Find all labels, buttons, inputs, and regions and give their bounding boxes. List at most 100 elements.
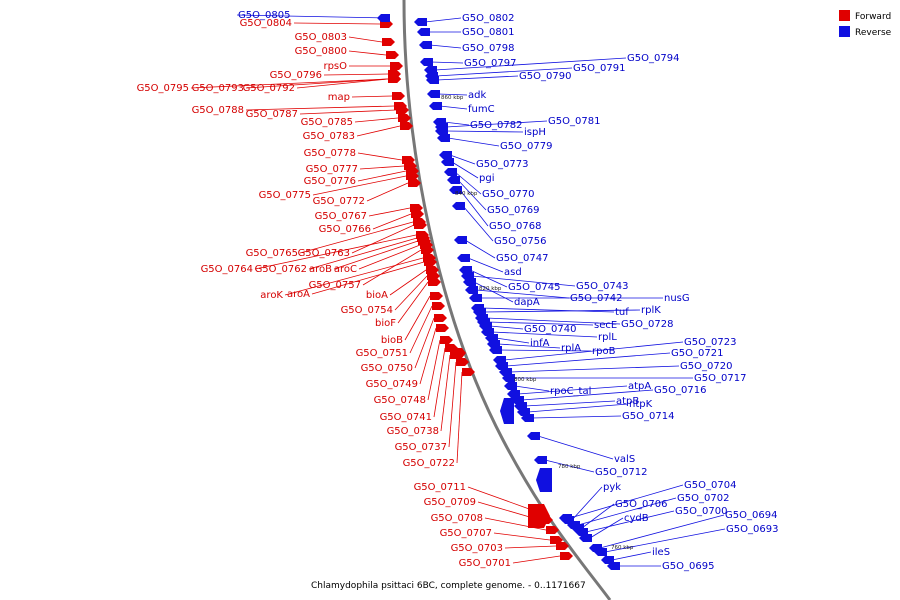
reverse-gene-label: G5O_0768 xyxy=(489,221,541,232)
legend: Forward Reverse xyxy=(839,10,892,38)
reverse-connector-line xyxy=(611,551,652,561)
forward-gene-arrow xyxy=(406,172,419,180)
forward-connector-line xyxy=(351,224,415,254)
forward-gene-label: G5O_0757 xyxy=(309,280,361,291)
reverse-gene-label: G5O_0743 xyxy=(576,281,628,292)
reverse-gene-label: rplA xyxy=(561,343,581,354)
forward-connector-line xyxy=(467,486,533,511)
reverse-connector-line xyxy=(449,154,476,165)
forward-gene-label: G5O_0778 xyxy=(304,148,356,159)
reverse-gene-arrow xyxy=(469,294,482,302)
forward-connector-line xyxy=(397,281,429,324)
legend-reverse-swatch xyxy=(839,26,850,37)
forward-gene-arrow xyxy=(396,106,409,114)
forward-connector-line xyxy=(299,221,414,254)
reverse-connector-line xyxy=(435,67,573,77)
reverse-gene-arrow xyxy=(435,127,448,135)
forward-gene-label: map xyxy=(328,92,350,103)
reverse-gene-arrow xyxy=(601,556,614,564)
tick-label: 760 kbp xyxy=(611,545,634,551)
reverse-connector-line xyxy=(467,257,504,273)
reverse-connector-line xyxy=(524,400,616,407)
forward-gene-arrow xyxy=(390,62,403,70)
reverse-gene-label: G5O_0794 xyxy=(627,53,679,64)
reverse-gene-arrow xyxy=(579,534,592,542)
reverse-gene-arrow xyxy=(426,76,439,84)
forward-gene-label: G5O_0775 xyxy=(259,190,311,201)
tick-label: 780 kbp xyxy=(558,464,581,470)
forward-connector-line xyxy=(409,305,433,354)
reverse-connector-line xyxy=(581,503,615,529)
forward-gene-label: G5O_0772 xyxy=(313,196,365,207)
forward-gene-label: G5O_0763 xyxy=(298,248,350,259)
forward-gene-arrow xyxy=(452,348,466,358)
reverse-connector-line xyxy=(469,269,508,288)
forward-connector-line xyxy=(293,22,381,25)
forward-connector-line xyxy=(419,327,437,385)
reverse-gene-label: tuf xyxy=(615,307,629,318)
forward-gene-arrow xyxy=(398,114,411,122)
reverse-connector-line xyxy=(527,403,629,413)
reverse-gene-arrow xyxy=(414,18,427,26)
forward-gene-label: G5O_0711 xyxy=(414,482,466,493)
forward-gene-label: G5O_0764 xyxy=(201,264,253,275)
reverse-connector-line xyxy=(569,484,684,519)
map-caption: Chlamydophila psittaci 6BC, complete gen… xyxy=(311,581,586,591)
forward-gene-label: G5O_0766 xyxy=(319,224,371,235)
forward-connector-line xyxy=(404,295,431,341)
forward-connector-line xyxy=(359,165,405,170)
forward-gene-label: G5O_0754 xyxy=(341,305,393,316)
reverse-connector-line xyxy=(451,161,479,179)
forward-connector-line xyxy=(512,555,561,564)
reverse-connector-line xyxy=(445,130,524,133)
reverse-connector-line xyxy=(236,14,389,19)
reverse-connector-line xyxy=(436,75,519,81)
reverse-gene-arrow xyxy=(444,168,457,176)
reverse-gene-glyphs xyxy=(377,14,620,570)
reverse-gene-label: G5O_0716 xyxy=(654,385,706,396)
reverse-gene-label: G5O_0720 xyxy=(680,361,732,372)
reverse-gene-label: pgi xyxy=(479,173,494,184)
tick-label: 840 kbp xyxy=(455,191,478,197)
forward-gene-label: G5O_0803 xyxy=(295,32,347,43)
reverse-connector-line xyxy=(473,281,514,303)
reverse-gene-label: G5O_0773 xyxy=(476,159,528,170)
reverse-connector-line xyxy=(464,239,496,259)
forward-gene-label: G5O_0800 xyxy=(295,46,347,57)
reverse-gene-arrow xyxy=(607,562,620,570)
reverse-connector-line xyxy=(437,93,468,96)
forward-connector-line xyxy=(254,234,417,270)
reverse-gene-label: G5O_0721 xyxy=(671,348,723,359)
reverse-connector-line xyxy=(604,528,726,553)
reverse-gene-label: cydB xyxy=(624,513,649,524)
forward-gene-arrow xyxy=(408,179,421,187)
reverse-gene-label: atpA xyxy=(628,381,651,392)
reverse-gene-label: G5O_0756 xyxy=(494,236,546,247)
forward-connector-line xyxy=(323,73,389,76)
forward-gene-arrow xyxy=(462,368,475,376)
forward-connector-line xyxy=(389,269,427,296)
reverse-connector-line xyxy=(497,343,561,349)
reverse-gene-label: G5O_0694 xyxy=(725,510,777,521)
reverse-gene-label: G5O_0797 xyxy=(464,58,516,69)
forward-gene-label: G5O_0783 xyxy=(303,131,355,142)
forward-connector-line xyxy=(358,244,421,270)
forward-connector-line xyxy=(308,237,418,270)
reverse-gene-arrow xyxy=(439,151,452,159)
reverse-connector-line xyxy=(462,205,494,242)
reverse-gene-label: G5O_0704 xyxy=(684,480,736,491)
forward-gene-label: G5O_0776 xyxy=(304,176,356,187)
reverse-gene-label: G5O_0791 xyxy=(573,63,625,74)
forward-gene-label: G5O_0708 xyxy=(431,513,483,524)
reverse-connector-lines xyxy=(236,14,726,567)
reverse-gene-label: G5O_0702 xyxy=(677,493,729,504)
reverse-gene-label: G5O_0747 xyxy=(496,253,548,264)
reverse-connector-line xyxy=(599,514,725,549)
reverse-gene-label: G5O_0706 xyxy=(615,499,667,510)
reverse-gene-arrow xyxy=(463,278,476,286)
forward-connector-line xyxy=(354,117,399,123)
forward-connector-line xyxy=(493,532,551,541)
legend-forward-label: Forward xyxy=(855,12,891,22)
forward-gene-label: G5O_0804 xyxy=(240,18,292,29)
